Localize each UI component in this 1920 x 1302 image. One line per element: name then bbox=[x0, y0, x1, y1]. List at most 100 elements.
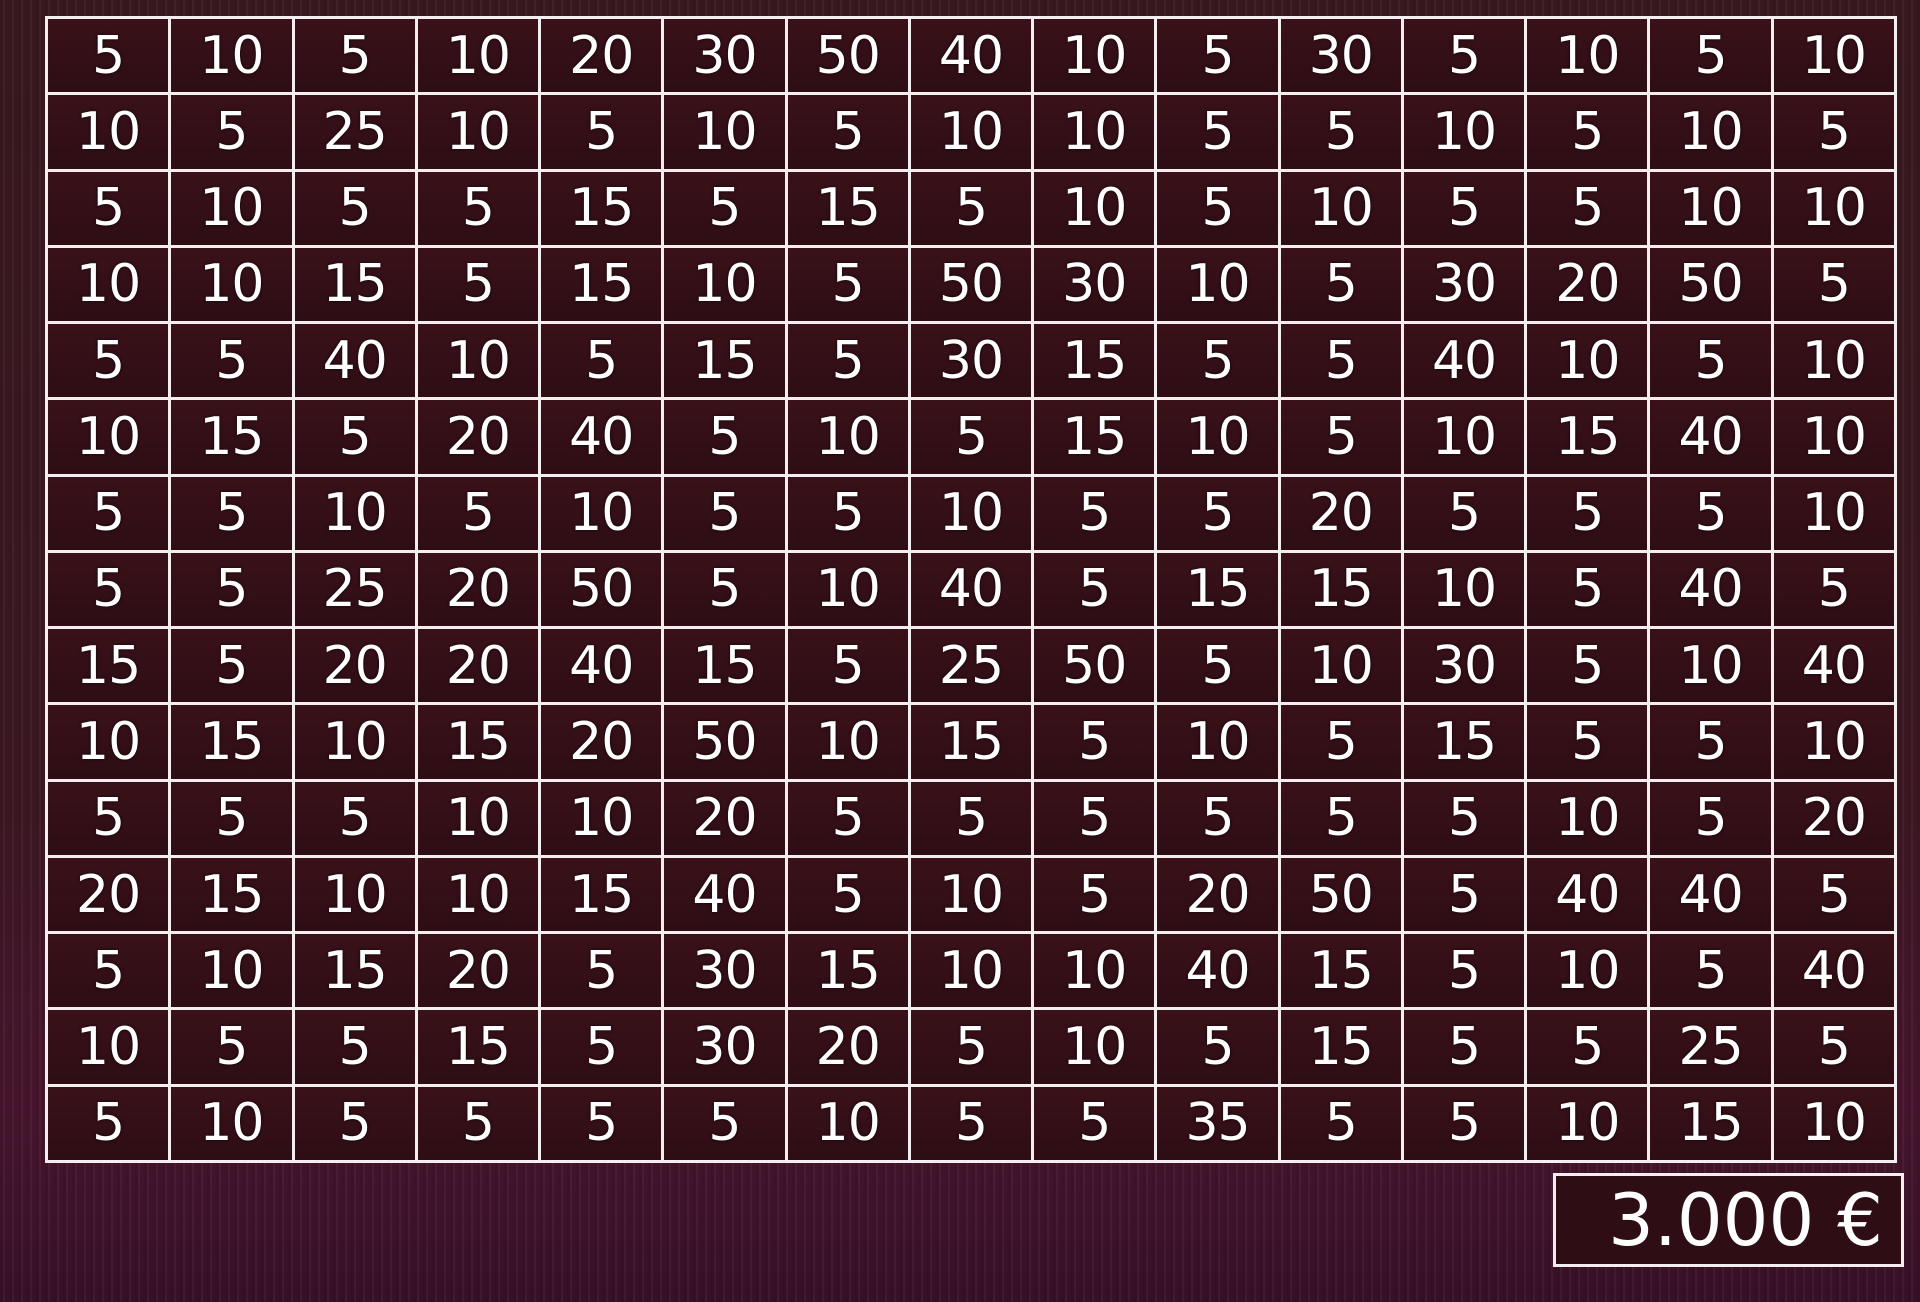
grid-cell: 10 bbox=[787, 552, 908, 627]
grid-cell: 10 bbox=[1527, 781, 1648, 855]
number-grid: 5 10 5 10 20 30 50 40 10 5 30 5 10 5 10 10 5 25 10 5 10 5 10 10… bbox=[45, 16, 1897, 1163]
grid-cell: 30 bbox=[1034, 247, 1155, 322]
grid-cell: 15 bbox=[1280, 1010, 1401, 1084]
grid-cell: 10 bbox=[1280, 171, 1401, 245]
grid-cell: 10 bbox=[294, 857, 415, 932]
grid-cell: 15 bbox=[171, 705, 292, 779]
grid-cell: 5 bbox=[417, 247, 539, 322]
grid-cell: 15 bbox=[1280, 934, 1401, 1008]
grid-cell: 20 bbox=[1773, 781, 1894, 855]
grid-cell: 10 bbox=[48, 95, 169, 169]
grid-cell: 50 bbox=[541, 552, 662, 627]
grid-cell: 10 bbox=[541, 476, 662, 550]
grid-cell: 5 bbox=[1650, 476, 1771, 550]
grid-cell: 30 bbox=[1403, 247, 1525, 322]
grid-cell: 5 bbox=[1034, 857, 1155, 932]
grid-cell: 5 bbox=[1650, 781, 1771, 855]
grid-cell: 10 bbox=[1403, 95, 1525, 169]
grid-cell: 10 bbox=[664, 95, 785, 169]
grid-cell: 40 bbox=[1773, 934, 1894, 1008]
grid-cell: 5 bbox=[1527, 171, 1648, 245]
grid-cell: 5 bbox=[787, 629, 908, 703]
grid-cell: 20 bbox=[1527, 247, 1648, 322]
grid-cell: 5 bbox=[664, 552, 785, 627]
grid-cell: 5 bbox=[171, 629, 292, 703]
grid-cell: 40 bbox=[1773, 629, 1894, 703]
grid-cell: 5 bbox=[1403, 934, 1525, 1008]
grid-cell: 5 bbox=[1034, 476, 1155, 550]
grid-cell: 30 bbox=[1280, 19, 1401, 93]
grid-cell: 5 bbox=[294, 400, 415, 474]
grid-cell: 15 bbox=[664, 629, 785, 703]
grid-cell: 5 bbox=[1403, 1010, 1525, 1084]
grid-cell: 5 bbox=[294, 19, 415, 93]
grid-cell: 5 bbox=[171, 552, 292, 627]
grid-cell: 15 bbox=[910, 705, 1032, 779]
grid-cell: 5 bbox=[1157, 324, 1278, 398]
grid-cell: 5 bbox=[664, 476, 785, 550]
grid-cell: 5 bbox=[1773, 552, 1894, 627]
grid-cell: 15 bbox=[1403, 705, 1525, 779]
grid-cell: 15 bbox=[1157, 552, 1278, 627]
grid-cell: 5 bbox=[1773, 1010, 1894, 1084]
grid-cell: 5 bbox=[910, 781, 1032, 855]
grid-cell: 10 bbox=[171, 171, 292, 245]
grid-cell: 5 bbox=[1157, 476, 1278, 550]
grid-cell: 5 bbox=[1403, 1086, 1525, 1160]
grid-cell: 5 bbox=[1157, 171, 1278, 245]
grid-cell: 35 bbox=[1157, 1086, 1278, 1160]
grid-cell: 10 bbox=[1034, 19, 1155, 93]
grid-cell: 10 bbox=[787, 705, 908, 779]
grid-cell: 5 bbox=[910, 171, 1032, 245]
grid-cell: 5 bbox=[48, 476, 169, 550]
grid-cell: 5 bbox=[1280, 1086, 1401, 1160]
grid-cell: 5 bbox=[417, 171, 539, 245]
prize-amount: 3.000 € bbox=[1608, 1178, 1883, 1262]
grid-cell: 20 bbox=[417, 552, 539, 627]
grid-cell: 40 bbox=[541, 400, 662, 474]
grid-cell: 10 bbox=[1527, 1086, 1648, 1160]
grid-cell: 10 bbox=[1034, 1010, 1155, 1084]
grid-cell: 5 bbox=[1034, 1086, 1155, 1160]
grid-cell: 5 bbox=[910, 400, 1032, 474]
grid-cell: 10 bbox=[1034, 171, 1155, 245]
grid-cell: 15 bbox=[294, 247, 415, 322]
grid-cell: 10 bbox=[171, 247, 292, 322]
grid-cell: 5 bbox=[1527, 552, 1648, 627]
grid-cell: 10 bbox=[787, 400, 908, 474]
grid-cell: 5 bbox=[787, 324, 908, 398]
grid-cell: 15 bbox=[171, 400, 292, 474]
grid-cell: 5 bbox=[1650, 19, 1771, 93]
grid-cell: 5 bbox=[541, 934, 662, 1008]
grid-cell: 10 bbox=[1403, 552, 1525, 627]
grid-cell: 10 bbox=[294, 705, 415, 779]
grid-cell: 5 bbox=[1527, 629, 1648, 703]
grid-cell: 5 bbox=[1403, 781, 1525, 855]
grid-cell: 20 bbox=[664, 781, 785, 855]
grid-cell: 30 bbox=[910, 324, 1032, 398]
grid-cell: 40 bbox=[910, 552, 1032, 627]
grid-cell: 10 bbox=[910, 95, 1032, 169]
grid-cell: 5 bbox=[1034, 552, 1155, 627]
grid-cell: 40 bbox=[294, 324, 415, 398]
grid-cell: 15 bbox=[417, 705, 539, 779]
grid-cell: 5 bbox=[294, 1010, 415, 1084]
grid-cell: 10 bbox=[664, 247, 785, 322]
grid-cell: 5 bbox=[48, 171, 169, 245]
grid-cell: 5 bbox=[1527, 705, 1648, 779]
grid-cell: 5 bbox=[664, 171, 785, 245]
grid-cell: 15 bbox=[1527, 400, 1648, 474]
grid-cell: 5 bbox=[1157, 781, 1278, 855]
grid-cell: 40 bbox=[1650, 400, 1771, 474]
grid-cell: 5 bbox=[1034, 781, 1155, 855]
grid-cell: 10 bbox=[171, 1086, 292, 1160]
grid-cell: 5 bbox=[910, 1086, 1032, 1160]
grid-cell: 15 bbox=[294, 934, 415, 1008]
grid-cell: 50 bbox=[1650, 247, 1771, 322]
grid-cell: 5 bbox=[1773, 95, 1894, 169]
grid-cell: 20 bbox=[541, 19, 662, 93]
grid-cell: 5 bbox=[1650, 705, 1771, 779]
grid-cell: 10 bbox=[1773, 19, 1894, 93]
grid-cell: 50 bbox=[1280, 857, 1401, 932]
grid-cell: 5 bbox=[48, 1086, 169, 1160]
